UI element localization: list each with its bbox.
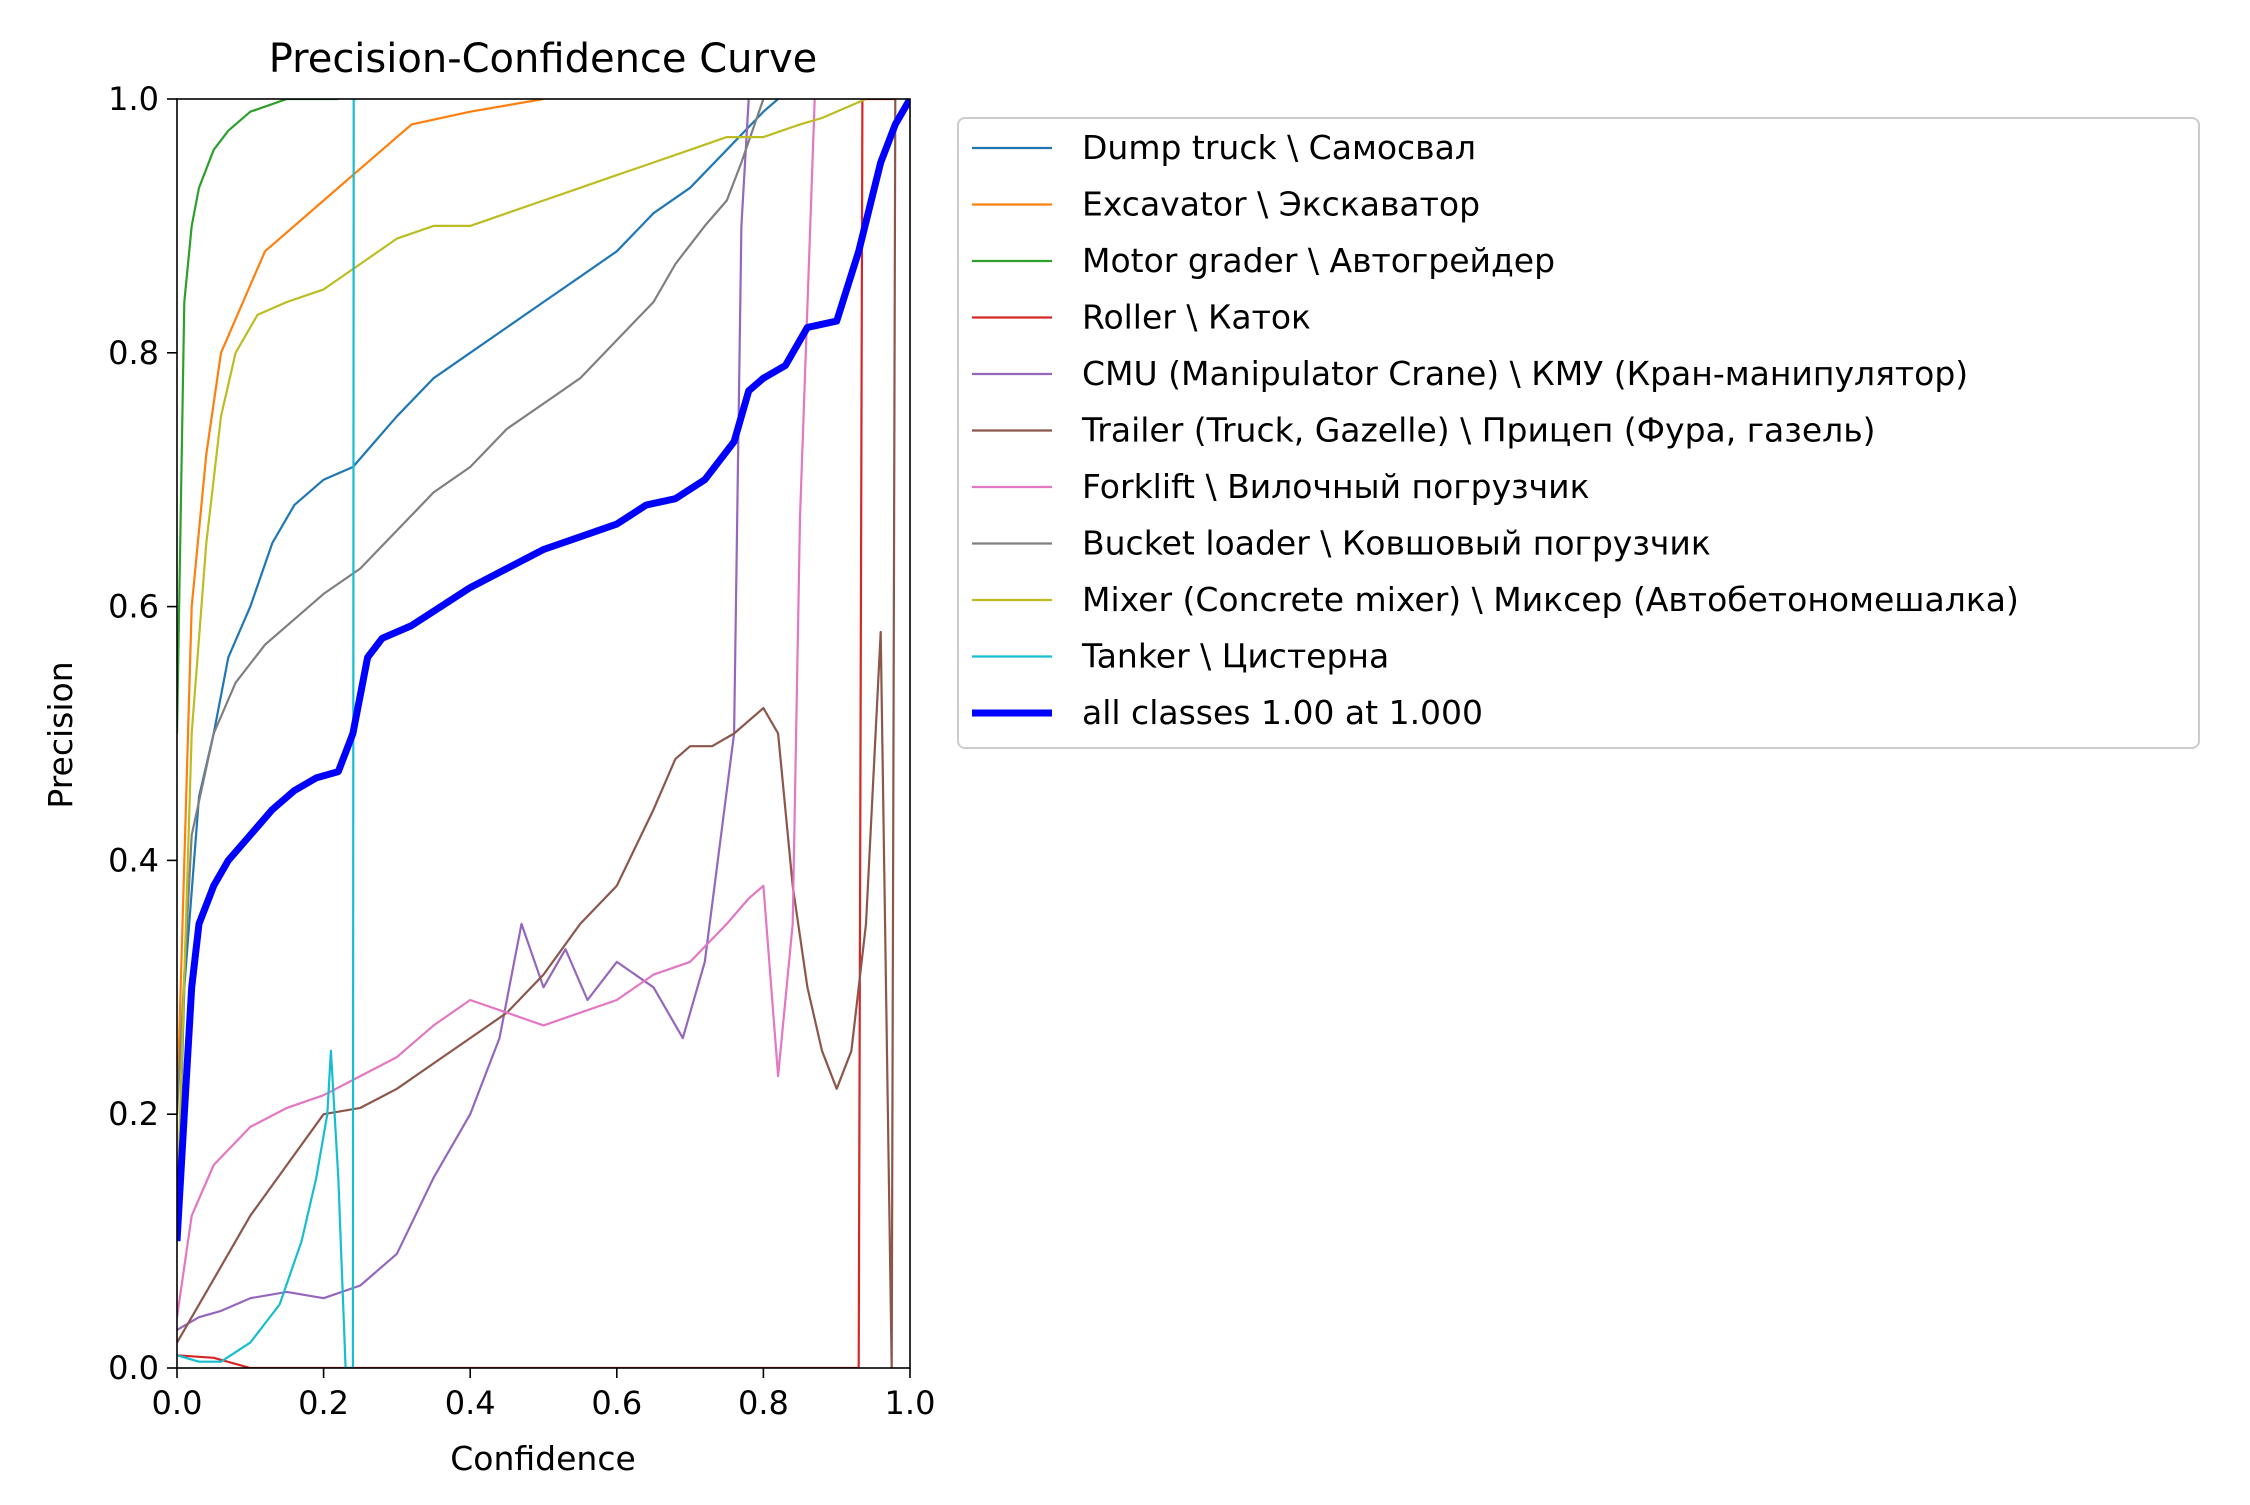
- plot-frame: [176, 98, 911, 1369]
- legend-label-1: Excavator \ Экскаватор: [1082, 185, 1480, 224]
- y-tick-label: 1.0: [108, 80, 159, 118]
- series-line-8: [177, 99, 867, 1216]
- series-line-2: [177, 99, 339, 734]
- series-line-7: [177, 99, 765, 1115]
- series-line-5: [177, 99, 897, 1368]
- x-tick-label: 0.8: [738, 1384, 789, 1422]
- y-axis-label: Precision: [41, 661, 80, 808]
- y-tick-label: 0.0: [108, 1349, 159, 1387]
- legend-label-10: all classes 1.00 at 1.000: [1082, 693, 1483, 732]
- ticks-layer: 0.0 0.2 0.4 0.6 0.8 1.0 0.0 0.2 0.4 0.6 0.8 1.0: [108, 80, 935, 1422]
- legend-label-8: Mixer (Concrete mixer) \ Миксер (Автобет…: [1082, 580, 2019, 619]
- x-tick-label: 0.0: [152, 1384, 203, 1422]
- series-line-10: [177, 99, 910, 1242]
- series-line-4: [177, 99, 750, 1331]
- y-tick-label: 0.8: [108, 334, 159, 372]
- legend: Dump truck \ Самосвал Excavator \ Экскава…: [957, 117, 2200, 749]
- legend-label-2: Motor grader \ Автогрейдер: [1082, 241, 1555, 280]
- series-line-1: [177, 99, 544, 1115]
- series-line-0: [177, 99, 779, 1242]
- legend-label-0: Dump truck \ Самосвал: [1082, 128, 1476, 167]
- legend-box: [957, 117, 2200, 749]
- legend-label-6: Forklift \ Вилочный погрузчик: [1082, 467, 1590, 506]
- legend-label-3: Roller \ Каток: [1082, 298, 1311, 337]
- chart-title: Precision-Confidence Curve: [269, 36, 818, 82]
- legend-label-7: Bucket loader \ Ковшовый погрузчик: [1082, 524, 1711, 563]
- legend-label-9: Tanker \ Цистерна: [1081, 637, 1389, 676]
- series-line-6: [177, 99, 816, 1318]
- y-tick-label: 0.2: [108, 1095, 159, 1133]
- y-tick-label: 0.4: [108, 841, 159, 879]
- x-tick-label: 0.6: [591, 1384, 642, 1422]
- legend-label-5: Trailer (Truck, Gazelle) \ Прицеп (Фура,…: [1081, 411, 1876, 450]
- series-line-9: [177, 99, 357, 1368]
- x-tick-label: 1.0: [885, 1384, 936, 1422]
- x-axis-label: Confidence: [450, 1439, 636, 1478]
- x-tick-label: 0.2: [298, 1384, 349, 1422]
- y-tick-label: 0.6: [108, 588, 159, 626]
- legend-label-4: CMU (Manipulator Crane) \ КМУ (Кран-мани…: [1082, 354, 1968, 393]
- x-tick-label: 0.4: [445, 1384, 496, 1422]
- series-line-3: [177, 99, 896, 1368]
- series-layer: [177, 99, 910, 1368]
